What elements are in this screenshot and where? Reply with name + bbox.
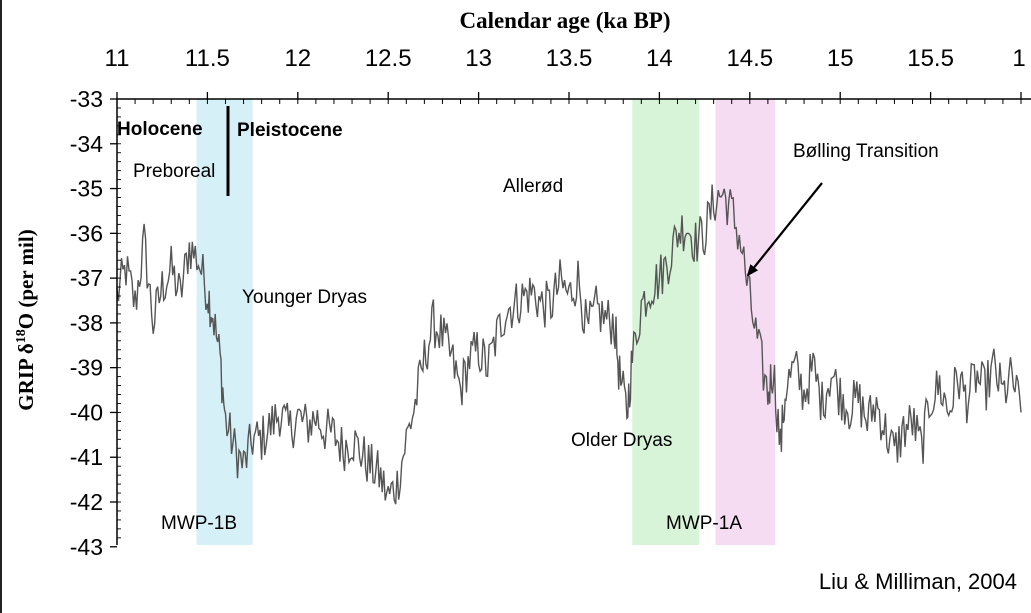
series-line [116, 184, 1022, 505]
x-tick-label: 15 [827, 45, 854, 72]
label-holocene: Holocene [117, 119, 203, 140]
label-older-dryas: Older Dryas [571, 430, 672, 451]
label-pleistocene: Pleistocene [237, 120, 343, 141]
y-tick-label: -33 [70, 86, 103, 112]
y-tick-label: -42 [70, 489, 103, 515]
bands-layer [196, 99, 776, 545]
label-younger-dryas: Younger Dryas [242, 287, 367, 308]
bolling-arrow [746, 182, 823, 277]
label-bolling: Bølling Transition [793, 141, 939, 162]
label-mwp-1a: MWP-1A [666, 513, 742, 534]
band-0 [196, 99, 253, 545]
ticks-layer: 11 11.5 12 12.5 13 13.5 14 14.5 15 15.5 1 -33 -34 -35… [70, 45, 1026, 560]
x-tick-label: 1 [1012, 45, 1025, 72]
credit-text: Liu & Milliman, 2004 [818, 569, 1017, 594]
y-tick-label: -43 [70, 534, 103, 560]
y-axis-label: GRIP δ18O (per mil) [14, 229, 38, 410]
y-tick-label: -41 [70, 444, 103, 470]
label-preboreal: Preboreal [133, 161, 215, 182]
x-tick-label: 13.5 [546, 45, 593, 72]
x-tick-label: 13 [465, 45, 492, 72]
label-mwp-1b: MWP-1B [161, 513, 237, 534]
band-2 [715, 99, 776, 545]
y-tick-label: -39 [70, 355, 103, 381]
chart-title: Calendar age (ka BP) [459, 8, 670, 33]
series-layer [116, 184, 1022, 505]
y-tick-label: -34 [70, 131, 103, 157]
x-tick-label: 14 [646, 45, 673, 72]
y-tick-label: -36 [70, 220, 103, 246]
x-tick-label: 11 [105, 45, 130, 72]
left-border [0, 0, 2, 613]
label-allerod: Allerød [503, 176, 563, 197]
y-tick-label: -40 [70, 399, 103, 425]
y-tick-label: -37 [70, 265, 103, 291]
y-tick-label: -38 [70, 310, 103, 336]
y-tick-label: -35 [70, 176, 103, 202]
x-tick-label: 12 [284, 45, 311, 72]
axes-layer [116, 98, 1031, 545]
x-tick-label: 15.5 [907, 45, 954, 72]
band-1 [632, 99, 700, 545]
x-tick-label: 12.5 [365, 45, 412, 72]
x-tick-label: 11.5 [185, 45, 230, 72]
x-tick-label: 14.5 [726, 45, 773, 72]
